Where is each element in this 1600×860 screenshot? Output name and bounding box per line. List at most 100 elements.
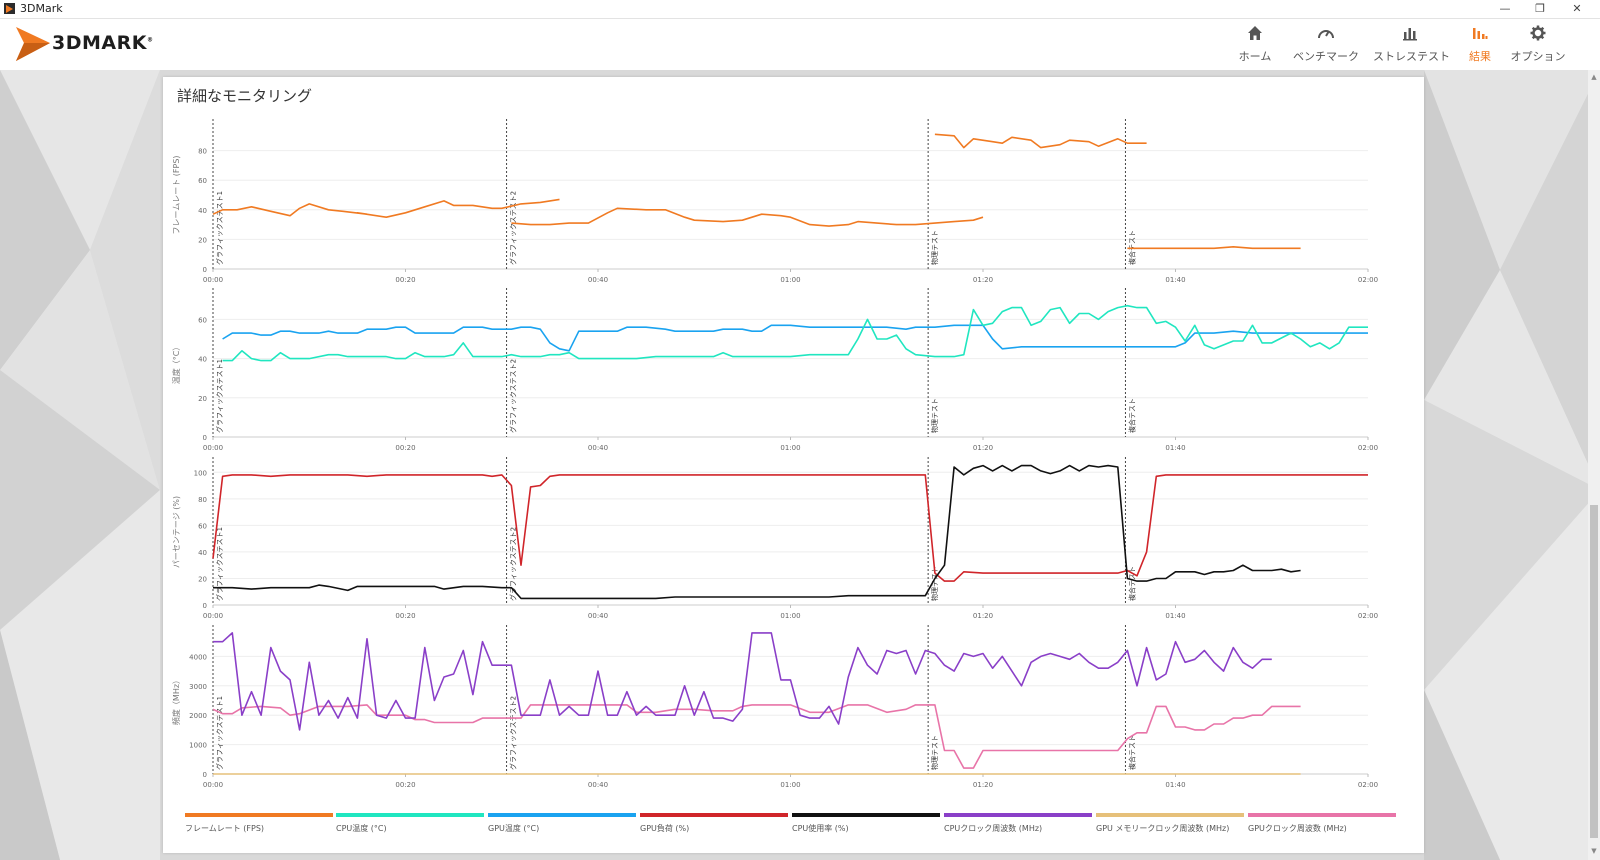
y-tick-label: 0 bbox=[203, 602, 207, 610]
series-line bbox=[222, 304, 1368, 362]
gear-icon bbox=[1510, 25, 1566, 45]
x-tick-label: 00:40 bbox=[588, 781, 608, 789]
legend-framerate: フレームレート (FPS) bbox=[185, 813, 333, 834]
results-icon bbox=[1460, 25, 1500, 45]
y-tick-label: 4000 bbox=[189, 653, 207, 661]
y-tick-label: 40 bbox=[198, 207, 207, 215]
test-marker-label: 物理テスト bbox=[930, 398, 939, 433]
x-tick-label: 01:20 bbox=[973, 276, 993, 284]
x-tick-label: 00:00 bbox=[203, 276, 223, 284]
x-tick-label: 01:00 bbox=[780, 444, 800, 452]
test-marker-label: グラフィックステスト1 bbox=[215, 696, 224, 770]
y-tick-label: 60 bbox=[198, 522, 207, 530]
app-header: 3DMARK® ホーム ベンチマーク ストレステスト 結果 オプション bbox=[0, 19, 1600, 70]
nav-home[interactable]: ホーム bbox=[1233, 19, 1277, 70]
test-marker-label: グラフィックステスト1 bbox=[215, 359, 224, 433]
window-titlebar: 3DMark — ❐ ✕ bbox=[0, 0, 1600, 19]
y-axis-label: フレームレート (FPS) bbox=[172, 155, 181, 234]
y-tick-label: 60 bbox=[198, 177, 207, 185]
x-tick-label: 00:00 bbox=[203, 612, 223, 620]
legend-gpu-mem-clock: GPU メモリークロック周波数 (MHz) bbox=[1096, 813, 1244, 834]
legend-swatch bbox=[1248, 813, 1396, 817]
close-icon[interactable]: ✕ bbox=[1572, 2, 1582, 15]
y-tick-label: 40 bbox=[198, 356, 207, 364]
test-marker-label: 物理テスト bbox=[930, 566, 939, 601]
nav-results[interactable]: 結果 bbox=[1460, 19, 1500, 70]
test-marker-label: 複合テスト bbox=[1127, 735, 1136, 770]
legend-gpu-temp: GPU温度 (°C) bbox=[488, 813, 636, 834]
legend-label: フレームレート (FPS) bbox=[185, 824, 265, 833]
legend-label: CPU使用率 (%) bbox=[792, 824, 849, 833]
test-marker-label: 物理テスト bbox=[930, 230, 939, 265]
test-marker-label: グラフィックステスト1 bbox=[215, 527, 224, 601]
x-tick-label: 01:20 bbox=[973, 612, 993, 620]
scrollbar[interactable]: ▲ ▼ bbox=[1588, 70, 1600, 860]
x-tick-label: 01:00 bbox=[780, 612, 800, 620]
y-axis-label: パーセンテージ (%) bbox=[172, 496, 181, 568]
y-tick-label: 0 bbox=[203, 434, 207, 442]
x-tick-label: 01:40 bbox=[1165, 781, 1185, 789]
y-tick-label: 80 bbox=[198, 148, 207, 156]
app-icon bbox=[4, 3, 15, 14]
test-marker-label: グラフィックステスト1 bbox=[215, 191, 224, 265]
y-tick-label: 1000 bbox=[189, 742, 207, 750]
legend-swatch bbox=[944, 813, 1092, 817]
legend-cpu-clock: CPUクロック周波数 (MHz) bbox=[944, 813, 1092, 834]
scroll-thumb[interactable] bbox=[1590, 505, 1598, 838]
x-tick-label: 00:20 bbox=[395, 781, 415, 789]
x-tick-label: 00:20 bbox=[395, 444, 415, 452]
legend-cpu-usage: CPU使用率 (%) bbox=[792, 813, 940, 834]
monitoring-panel: 詳細なモニタリング 0 20 40 60 80 00:00 00:20 00:40 01:00 0… bbox=[163, 77, 1424, 853]
minimize-icon[interactable]: — bbox=[1499, 2, 1511, 15]
panel-title: 詳細なモニタリング bbox=[177, 87, 313, 105]
home-icon bbox=[1233, 25, 1277, 45]
monitoring-charts: 0 20 40 60 80 00:00 00:20 00:40 01:00 01:20 01:40 0… bbox=[171, 119, 1378, 789]
x-tick-label: 01:40 bbox=[1165, 276, 1185, 284]
x-tick-label: 02:00 bbox=[1358, 612, 1378, 620]
y-tick-label: 3000 bbox=[189, 683, 207, 691]
x-tick-label: 01:00 bbox=[780, 781, 800, 789]
series-line bbox=[222, 324, 1368, 352]
legend-swatch bbox=[488, 813, 636, 817]
x-tick-label: 01:00 bbox=[780, 276, 800, 284]
nav-options[interactable]: オプション bbox=[1510, 19, 1566, 70]
y-tick-label: 2000 bbox=[189, 712, 207, 720]
legend-label: GPUクロック周波数 (MHz) bbox=[1248, 824, 1347, 833]
logo[interactable] bbox=[14, 25, 54, 67]
x-tick-label: 01:40 bbox=[1165, 444, 1185, 452]
nav-home-label: ホーム bbox=[1238, 50, 1272, 63]
x-tick-label: 02:00 bbox=[1358, 276, 1378, 284]
test-marker-label: グラフィックステスト2 bbox=[509, 191, 518, 265]
y-axis-label: 温度（°C） bbox=[171, 343, 181, 385]
restore-icon[interactable]: ❐ bbox=[1535, 2, 1545, 15]
y-tick-label: 0 bbox=[203, 266, 207, 274]
test-marker-label: 複合テスト bbox=[1127, 398, 1136, 433]
logo-mark-icon bbox=[16, 27, 50, 61]
legend-swatch bbox=[792, 813, 940, 817]
legend-swatch bbox=[1096, 813, 1244, 817]
legend-swatch bbox=[185, 813, 333, 817]
logo-wordmark: 3DMARK bbox=[52, 32, 147, 54]
x-tick-label: 00:40 bbox=[588, 612, 608, 620]
legend-label: GPU負荷 (%) bbox=[640, 824, 690, 833]
legend-cpu-temp: CPU温度 (°C) bbox=[336, 813, 484, 834]
bar-chart-icon bbox=[1373, 25, 1447, 45]
y-tick-label: 60 bbox=[198, 316, 207, 324]
legend-label: GPU温度 (°C) bbox=[488, 824, 540, 833]
x-tick-label: 00:20 bbox=[395, 276, 415, 284]
series-line bbox=[213, 464, 1301, 600]
scroll-up-icon[interactable]: ▲ bbox=[1591, 73, 1597, 81]
scroll-down-icon[interactable]: ▼ bbox=[1591, 847, 1597, 855]
window-title: 3DMark bbox=[20, 2, 63, 15]
series-line bbox=[212, 704, 1301, 769]
x-tick-label: 00:00 bbox=[203, 444, 223, 452]
series-line bbox=[212, 198, 560, 218]
legend-swatch bbox=[640, 813, 788, 817]
nav-benchmark[interactable]: ベンチマーク bbox=[1291, 19, 1361, 70]
x-tick-label: 00:20 bbox=[395, 612, 415, 620]
nav-stress-test[interactable]: ストレステスト bbox=[1373, 19, 1450, 70]
test-marker-label: 物理テスト bbox=[930, 735, 939, 770]
y-tick-label: 20 bbox=[198, 395, 207, 403]
gauge-icon bbox=[1291, 25, 1361, 45]
logo-text: 3DMARK® bbox=[52, 32, 154, 54]
